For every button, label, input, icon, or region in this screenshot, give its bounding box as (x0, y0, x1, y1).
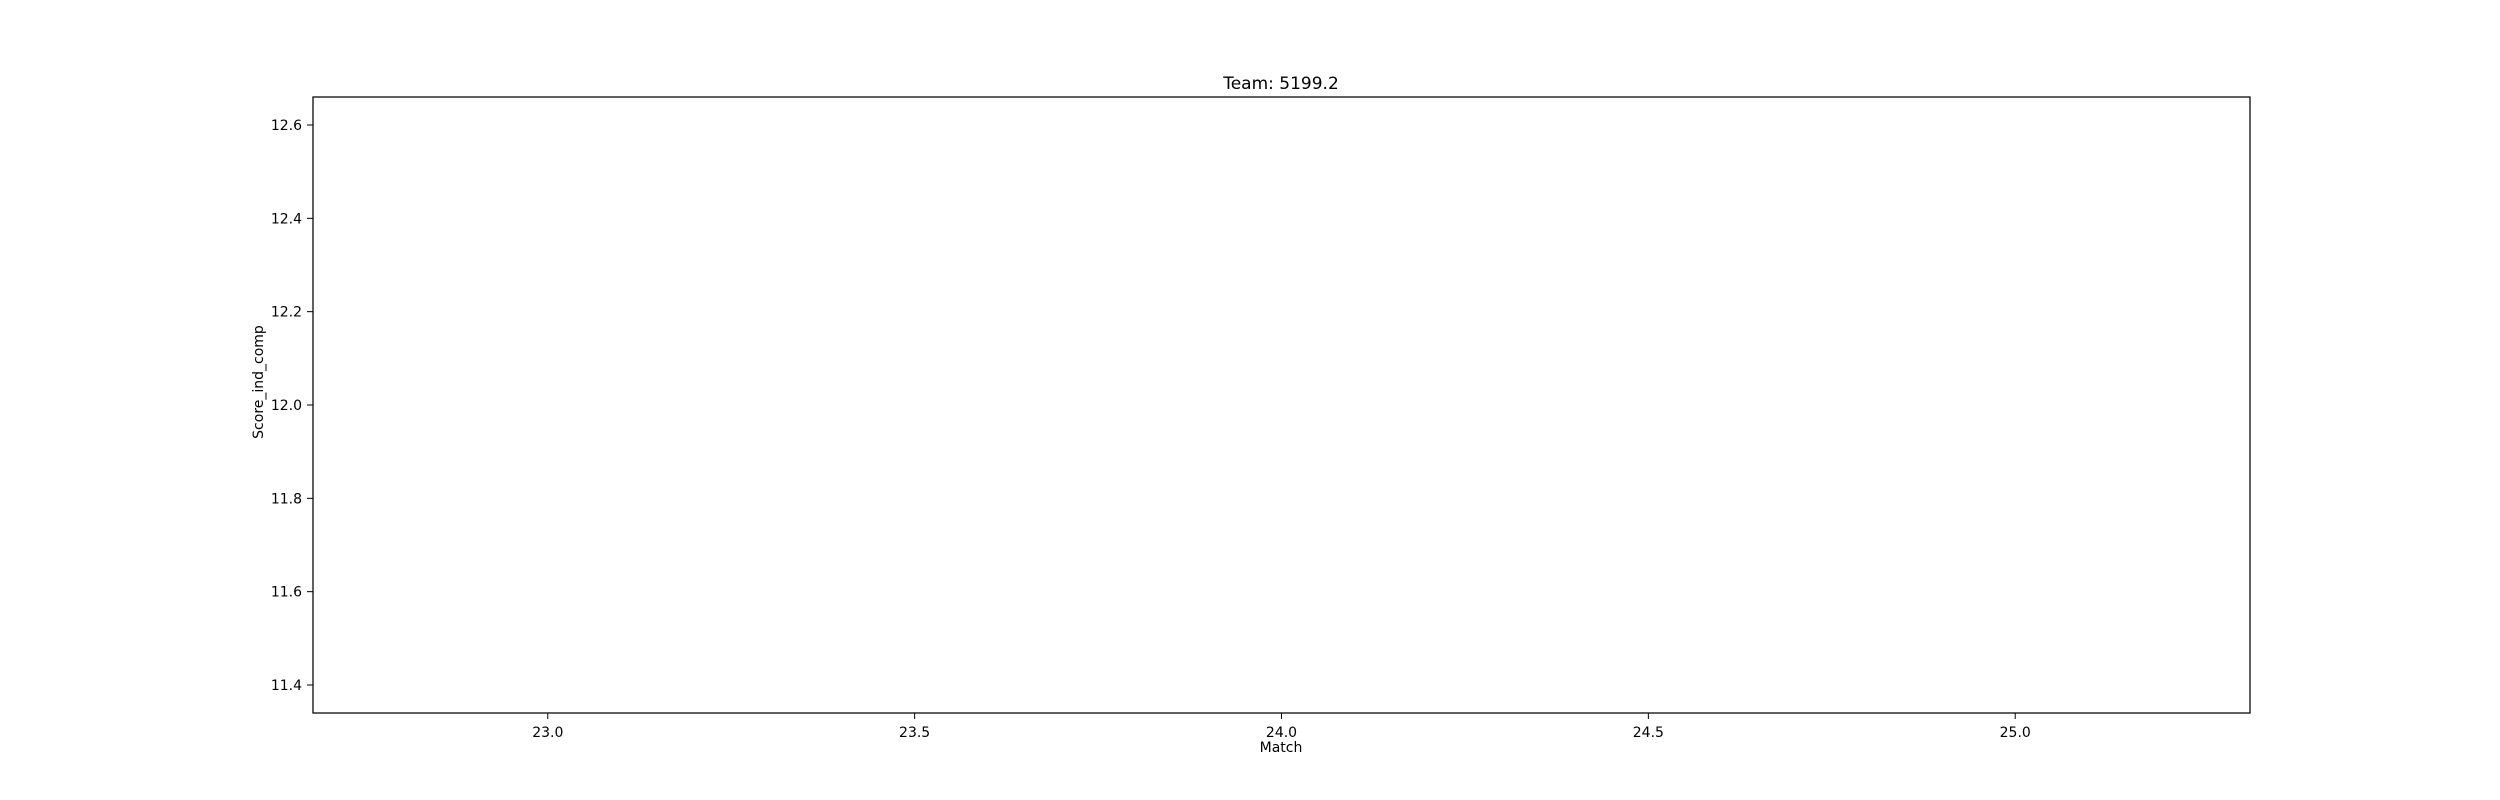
y-axis: 11.4 11.6 11.8 12.0 12.2 12.4 12.6 (271, 118, 313, 694)
x-tick-label: 24.5 (1633, 725, 1664, 741)
y-axis-label: Score_ind_comp (251, 325, 267, 439)
x-tick-label: 23.0 (532, 725, 563, 741)
y-tick-label: 12.0 (271, 398, 302, 414)
y-tick-label: 11.4 (271, 678, 302, 694)
x-tick-label: 25.0 (2000, 725, 2031, 741)
y-tick-label: 12.4 (271, 211, 302, 227)
x-axis-label: Match (1260, 740, 1303, 756)
y-tick-label: 11.6 (271, 585, 302, 601)
x-tick-label: 23.5 (899, 725, 930, 741)
x-axis: 23.0 23.5 24.0 24.5 25.0 (532, 713, 2031, 741)
y-tick-label: 12.2 (271, 305, 302, 321)
chart-title: Team: 5199.2 (1222, 74, 1339, 94)
y-tick-label: 12.6 (271, 118, 302, 134)
x-tick-label: 24.0 (1266, 725, 1297, 741)
plot-area (312, 96, 2251, 714)
y-tick-label: 11.8 (271, 491, 302, 507)
